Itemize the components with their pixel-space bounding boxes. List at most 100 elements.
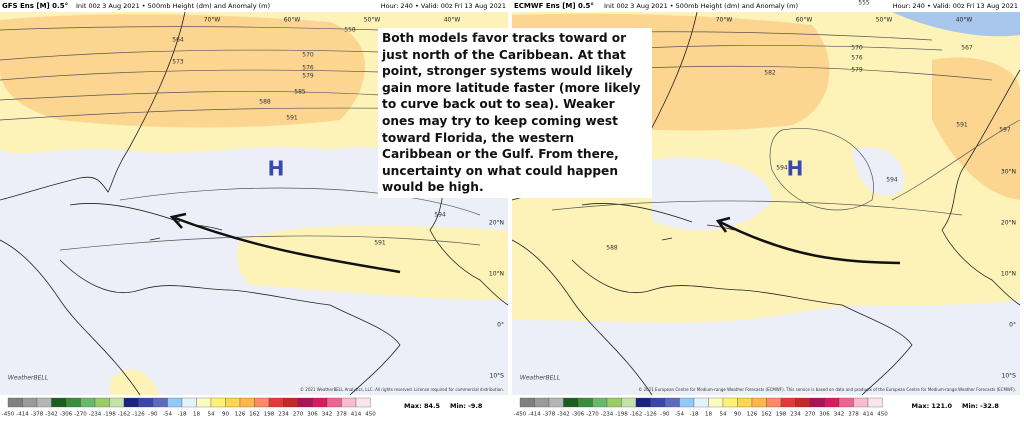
contour-label: 564 [172, 37, 184, 44]
colorbar-tick-label: 378 [336, 412, 347, 418]
colorbar-tick-label: -234 [89, 412, 102, 418]
valid-time: Hour: 240 • Valid: 00z Fri 13 Aug 2021 [381, 2, 506, 10]
colorbar-tick-label: 342 [322, 412, 333, 418]
colorbar-segment [51, 397, 67, 408]
colorbar-tick-label: 54 [720, 412, 727, 418]
colorbar-tick-label: -270 [586, 412, 599, 418]
contour-label: 594 [776, 165, 788, 172]
contour-label: 591 [374, 240, 386, 247]
model-name: GFS Ens [M] 0.5° [2, 2, 68, 10]
contour-label: 567 [961, 45, 973, 52]
colorbar-segment [355, 397, 371, 408]
colorbar-segment [853, 397, 869, 408]
colorbar-tick-label: -414 [528, 412, 541, 418]
colorbar-tick-label: 234 [278, 412, 289, 418]
height-contour [0, 49, 381, 61]
colorbar-segment [577, 397, 593, 408]
colorbar-tick-label: -162 [118, 412, 130, 418]
colorbar-segment [152, 397, 168, 408]
contour-label: 591 [286, 115, 298, 122]
contour-label: 576 [851, 55, 863, 62]
colorbar-segment [36, 397, 52, 408]
colorbar-tick-label: -54 [675, 412, 684, 418]
contour-label: 558 [344, 27, 356, 34]
coastline [0, 11, 186, 201]
height-contour [0, 69, 381, 81]
anomaly-shading [932, 57, 1020, 201]
colorbar-segment [196, 397, 212, 408]
colorbar-segment [737, 397, 753, 408]
longitude-label: 60°W [796, 17, 813, 24]
longitude-label: 50°W [876, 17, 893, 24]
longitude-label: 60°W [284, 17, 301, 24]
latitude-label: 10°S [1002, 373, 1017, 380]
contour-label: 597 [999, 127, 1011, 134]
colorbar-tick-label: -90 [661, 412, 670, 418]
track-arrow [719, 220, 901, 265]
contour-label: 594 [886, 177, 898, 184]
colorbar-segment [606, 397, 622, 408]
height-contour [0, 91, 381, 101]
colorbar-tick-label: -306 [572, 412, 585, 418]
colorbar-segment [312, 397, 328, 408]
contour-label: 573 [172, 59, 184, 66]
colorbar-segment [592, 397, 608, 408]
contour-label: 588 [606, 245, 618, 252]
latitude-label: 20°N [489, 220, 504, 227]
colorbar-segment [664, 397, 680, 408]
colorbar-tick-label: 18 [193, 412, 200, 418]
logo: WeatherBELL [8, 375, 48, 382]
track-arrow [174, 216, 401, 274]
colorbar-segment [708, 397, 724, 408]
colorbar-tick-label: 90 [734, 412, 741, 418]
colorbar-segment [138, 397, 154, 408]
colorbar-segment [650, 397, 666, 408]
longitude-label: 40°W [444, 17, 461, 24]
anomaly-shading [110, 369, 160, 395]
colorbar-segment [283, 397, 299, 408]
colorbar-tick-label: -126 [132, 412, 145, 418]
longitude-label: 40°W [956, 17, 973, 24]
colorbar-tick-label: -270 [74, 412, 87, 418]
colorbar-segment [809, 397, 825, 408]
colorbar-tick-label: -18 [178, 412, 187, 418]
track-arrowhead [169, 212, 187, 229]
colorbar-tick-label: 306 [819, 412, 830, 418]
latitude-label: 20°N [1001, 220, 1016, 227]
colorbar-segment [635, 397, 651, 408]
colorbar-tick-label: -450 [514, 412, 527, 418]
colorbar-segment [210, 397, 226, 408]
colorbar-segment [751, 397, 767, 408]
colorbar-tick-label: -126 [644, 412, 657, 418]
colorbar-tick-label: -162 [630, 412, 642, 418]
colorbar-segment [65, 397, 81, 408]
colorbar-tick-label: 126 [235, 412, 246, 418]
colorbar-tick-label: 306 [307, 412, 318, 418]
colorbar-segment [80, 397, 96, 408]
contour-label: 576 [302, 65, 314, 72]
latitude-label: 10°S [490, 373, 505, 380]
height-contour [119, 187, 481, 216]
colorbar-tick-label: -342 [45, 412, 57, 418]
colorbar-tick-label: -414 [16, 412, 29, 418]
colorbar-segment [795, 397, 811, 408]
model-name: ECMWF Ens [M] 0.5° [514, 2, 594, 10]
colorbar-tick-label: 450 [365, 412, 376, 418]
colorbar-tick-label: 378 [848, 412, 859, 418]
colorbar-segment [254, 397, 270, 408]
contour-label: 585 [294, 89, 306, 96]
credit: © 2021 WeatherBELL Analytics, LLC. All r… [300, 387, 504, 392]
colorbar-tick-label: -306 [60, 412, 73, 418]
height-contour [0, 26, 381, 31]
colorbar-segment [563, 397, 579, 408]
colorbar-segment [766, 397, 782, 408]
coastline [511, 239, 653, 396]
longitude-label: 70°W [716, 17, 733, 24]
colorbar-tick-label: 90 [222, 412, 229, 418]
colorbar-tick-label: 162 [249, 412, 260, 418]
colorbar-segment [297, 397, 313, 408]
anomaly-shading [652, 157, 772, 231]
colorbar-segment [123, 397, 139, 408]
colorbar-segment [239, 397, 255, 408]
colorbar-segment [534, 397, 550, 408]
